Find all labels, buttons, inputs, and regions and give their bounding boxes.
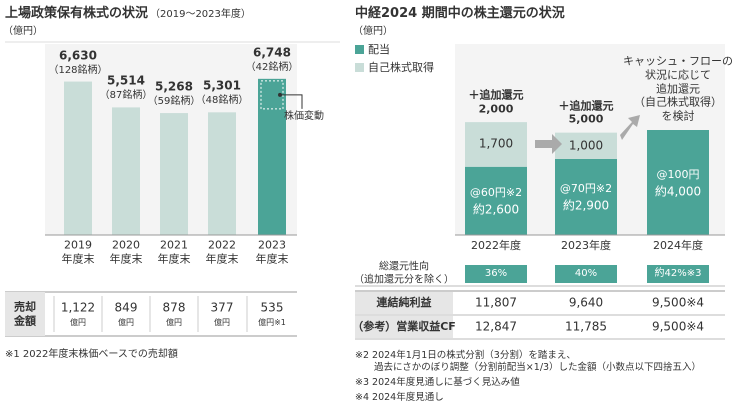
chart-title: 中経2024 期間中の株主還元の状況 <box>355 5 565 21</box>
table-value: 36% <box>484 267 508 279</box>
table-value: 9,500※4 <box>651 295 705 310</box>
table-value: 377 <box>210 300 234 315</box>
table-value: 9,640 <box>568 295 604 310</box>
per-share-label: @100円 <box>656 167 700 181</box>
bar-segment <box>555 158 617 235</box>
value-label: 6,630 <box>59 48 97 63</box>
chart-subtitle: （2019～2023年度） <box>150 8 251 20</box>
stock-count: （128銘柄） <box>48 64 108 76</box>
table-header-bg <box>5 292 45 336</box>
row-header-bg <box>355 316 453 338</box>
footnote: ※3 2024年度見通しに基づく見込み値 <box>355 377 520 389</box>
x-tick-label: 2020 年度末 <box>109 238 143 265</box>
value-label: 約2,600 <box>472 202 520 217</box>
stock-count: （59銘柄） <box>147 95 201 107</box>
annotation: ＋追加還元 5,000 <box>558 98 614 126</box>
unit-label: （億円） <box>3 25 43 37</box>
bar <box>160 113 188 235</box>
row-label: 連結純利益 <box>376 296 432 310</box>
bar-segment <box>647 130 709 235</box>
per-share-label: @60円※2 <box>469 186 523 199</box>
annotation: ＋追加還元 2,000 <box>468 88 524 116</box>
footnote: ※1 2022年度末株価ベースでの売却額 <box>5 348 178 360</box>
x-tick-label: 2021 年度末 <box>157 238 191 265</box>
row-label: （参考）営業収益CF <box>352 320 456 334</box>
x-tick-label: 2023年度 <box>561 239 611 253</box>
table-value: 535 <box>260 300 284 315</box>
row-label: 総還元性向 （追加還元分を除く） <box>354 261 454 286</box>
value-label: 約2,900 <box>562 198 610 213</box>
value-label: 5,301 <box>203 78 241 93</box>
bar <box>208 112 236 235</box>
bar-segment <box>465 122 527 167</box>
arrow <box>535 134 562 154</box>
table-header: 売却 金額 <box>14 300 36 327</box>
annotation: 株価変動 <box>284 110 324 122</box>
value-label: 5,268 <box>155 79 193 94</box>
table-unit: 億円 <box>70 318 86 327</box>
x-tick-label: 2022 年度末 <box>205 238 239 265</box>
bar <box>64 81 92 235</box>
legend-swatch <box>355 45 364 54</box>
legend-label: 配当 <box>368 43 390 57</box>
value-label: 6,748 <box>253 45 291 60</box>
stock-count: （48銘柄） <box>195 95 249 107</box>
table-value: 11,807 <box>475 295 517 310</box>
bar-segment <box>465 166 527 235</box>
x-tick-label: 2024年度 <box>653 239 703 253</box>
table-value: 12,847 <box>475 319 517 334</box>
value-label: 約4,000 <box>654 184 702 198</box>
table-value: 約42%※3 <box>654 267 702 279</box>
bar <box>258 78 286 235</box>
leader-dot <box>278 92 282 97</box>
legend-swatch <box>355 63 364 72</box>
stock-count: （42銘柄） <box>245 61 299 73</box>
value-label: 5,514 <box>107 73 145 88</box>
arrow <box>620 115 640 140</box>
x-tick-label: 2019 年度末 <box>61 238 95 265</box>
leader <box>280 94 303 109</box>
table-value: 878 <box>162 300 186 315</box>
per-share-label: @70円※2 <box>559 182 613 196</box>
cell-bg <box>647 265 709 283</box>
chart-title: 上場政策保有株式の状況 <box>5 5 149 21</box>
table-unit: 億円※1 <box>258 318 286 327</box>
table-value: 11,785 <box>565 319 607 334</box>
table-unit: 億円 <box>166 318 182 327</box>
row-header-bg <box>355 292 453 314</box>
table-unit: 億円 <box>214 318 230 327</box>
value-label: 1,700 <box>478 136 514 151</box>
table-value: 9,500※4 <box>651 319 705 334</box>
table-value: 849 <box>114 300 138 315</box>
cell-bg <box>555 265 617 283</box>
cell-bg <box>465 265 527 283</box>
footnote: ※2 2024年1月1日の株式分割（3分割）を踏まえ、 過去にさかのぼり調整（分… <box>355 350 702 373</box>
table-value: 40% <box>574 267 598 279</box>
annotation: キャッシュ・フローの 状況に応じて 追加還元 （自己株式取得） を検討 <box>623 54 733 123</box>
value-label: 1,000 <box>568 138 604 153</box>
legend-label: 自己株式取得 <box>368 61 434 75</box>
bar <box>112 107 140 235</box>
x-tick-label: 2023 年度末 <box>255 238 289 265</box>
stock-count: （87銘柄） <box>99 90 153 102</box>
table-value: 1,122 <box>60 300 96 315</box>
x-tick-label: 2022年度 <box>471 239 521 253</box>
table-unit: 億円 <box>118 318 134 327</box>
bar-segment <box>555 132 617 159</box>
footnote: ※4 2024年度見通し <box>355 392 444 404</box>
unit-label: （億円） <box>353 25 393 37</box>
